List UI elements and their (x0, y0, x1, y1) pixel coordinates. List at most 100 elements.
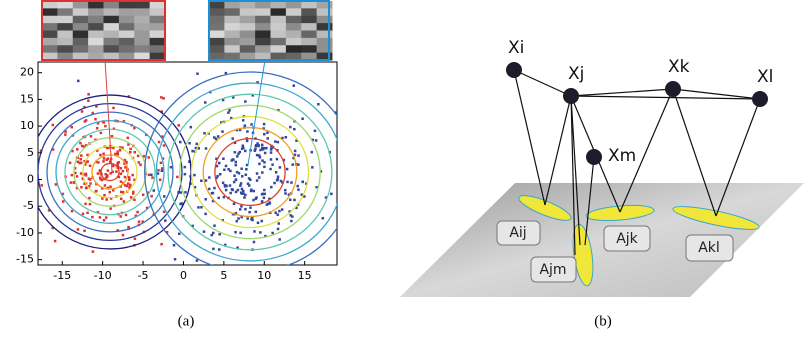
scatter-dot (255, 153, 259, 157)
inset-pixel (316, 1, 333, 9)
inset-pixel (88, 23, 104, 31)
scatter-dot (142, 155, 146, 158)
scatter-dot (305, 182, 308, 185)
scatter-dot (262, 196, 266, 200)
scatter-dot (88, 178, 92, 181)
node-label: Xj (568, 64, 584, 84)
scatter-dot (136, 210, 139, 214)
inset-pixel (118, 37, 135, 46)
inset-pixel (270, 30, 287, 39)
scatter-dot (116, 153, 120, 156)
scatter-dot (263, 192, 267, 196)
scatter-dot (243, 196, 246, 199)
scatter-dot (103, 184, 107, 187)
inset-pixel (42, 30, 58, 39)
scatter-dot (288, 210, 291, 213)
scatter-dot (152, 189, 156, 192)
scatter-dot (129, 196, 133, 199)
scatter-dot (231, 188, 234, 192)
scatter-dot (79, 172, 83, 175)
scatter-dot (95, 160, 98, 164)
inset-red (42, 1, 166, 61)
scatter-dot (115, 170, 118, 173)
scatter-dot (297, 163, 300, 166)
inset-pixel (301, 1, 318, 9)
scatter-dot (240, 167, 243, 170)
scatter-dot (249, 178, 252, 181)
scatter-dot (160, 169, 164, 173)
scatter-dot (277, 222, 281, 225)
scatter-dot (160, 110, 164, 113)
scatter-dot (91, 250, 95, 253)
scatter-dot (116, 229, 119, 232)
scatter-dot (241, 175, 244, 178)
scatter-dot (246, 182, 250, 186)
scatter-dot (239, 182, 243, 185)
scatter-dot (164, 219, 167, 222)
inset-pixel (316, 45, 333, 54)
scatter-dot (179, 140, 182, 144)
scatter-dot (86, 160, 89, 163)
inset-pixel (316, 30, 333, 39)
caption: (a) (178, 313, 195, 329)
scatter-dot (231, 96, 235, 99)
scatter-dot (276, 213, 279, 216)
scatter-dot (261, 192, 265, 196)
scatter-dot (191, 149, 194, 153)
scatter-dot (232, 180, 236, 184)
scatter-dot (227, 168, 230, 171)
inset-pixel (270, 52, 287, 61)
scatter-dot (96, 172, 100, 175)
x-tick-label: -15 (53, 269, 71, 282)
scatter-dot (95, 126, 99, 130)
node-label: Xl (757, 67, 773, 87)
scatter-dot (123, 184, 127, 187)
scatter-dot (53, 239, 57, 243)
scatter-dot (96, 149, 99, 152)
y-tick-label: -15 (16, 253, 34, 266)
scatter-dot (83, 229, 86, 233)
scatter-dot (221, 219, 225, 222)
edge-label: Akl (698, 240, 720, 256)
scatter-dot (51, 226, 54, 230)
inset-pixel (301, 8, 318, 17)
inset-pixel (134, 8, 151, 17)
scatter-dot (104, 216, 108, 219)
inset-pixel (72, 30, 89, 39)
scatter-dot (317, 102, 320, 106)
inset-pixel (270, 45, 287, 54)
scatter-dot (193, 173, 196, 177)
inset-pixel (285, 37, 302, 46)
inset-pixel (239, 52, 256, 61)
scatter-dot (180, 202, 183, 205)
scatter-dot (254, 197, 258, 200)
scatter-dot (251, 94, 255, 97)
scatter-dot (281, 136, 284, 140)
scatter-dot (119, 180, 123, 183)
scatter-dot (81, 177, 85, 180)
scatter-dot (292, 84, 295, 87)
y-tick-label: -5 (23, 199, 34, 212)
scatter-dot (74, 171, 77, 175)
scatter-dot (285, 167, 289, 171)
contour (155, 82, 337, 262)
scatter-dot (178, 232, 181, 236)
inset-pixel (42, 45, 58, 54)
scatter-dot (234, 178, 238, 182)
inset-pixel (316, 23, 333, 31)
scatter-dot (88, 202, 92, 206)
inset-pixel (301, 30, 318, 39)
scatter-dot (76, 156, 80, 160)
scatter-dot (104, 173, 107, 176)
scatter-dot (220, 121, 223, 124)
inset-pixel (316, 8, 333, 17)
scatter-dot (160, 242, 163, 246)
scatter-dot (241, 119, 245, 122)
scatter-dot (236, 188, 240, 192)
inset-pixel (316, 52, 333, 61)
scatter-dot (253, 230, 256, 233)
scatter-dot (262, 127, 265, 130)
scatter-dot (280, 208, 284, 211)
scatter-dot (248, 210, 251, 214)
scatter-dot (252, 189, 255, 193)
